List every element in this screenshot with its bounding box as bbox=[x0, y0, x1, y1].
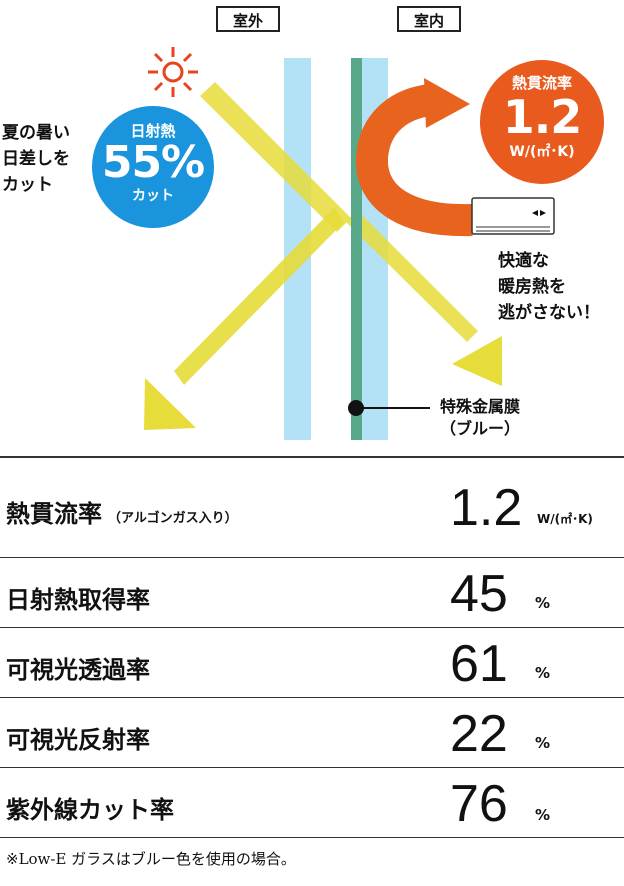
row-value-visible-reflectance: 22 bbox=[450, 705, 508, 763]
row-unit-visible-reflectance: % bbox=[535, 734, 551, 752]
row-value-solar-gain: 45 bbox=[450, 565, 508, 623]
transmitted-arrow-head bbox=[452, 336, 502, 386]
row-label-heat-transfer: 熱貫流率 （アルゴンガス入り） bbox=[6, 500, 238, 528]
table-divider bbox=[0, 767, 624, 768]
indoor-label: 室内 bbox=[397, 6, 461, 32]
row-label-visible-reflectance: 可視光反射率 bbox=[6, 726, 150, 754]
heating-note: 快適な 暖房熱を 逃がさない！ bbox=[498, 251, 600, 323]
solar-badge-line1: 日射熱 bbox=[130, 122, 176, 140]
row-value-heat-transfer: 1.2 bbox=[450, 479, 523, 537]
metal-film-layer bbox=[351, 58, 362, 440]
heat-badge-unit: W/(㎡･K) bbox=[509, 144, 575, 160]
table-divider bbox=[0, 697, 624, 698]
solar-badge-line3: カット bbox=[132, 188, 174, 204]
heat-return-arrow bbox=[356, 84, 473, 237]
table-top-divider bbox=[0, 456, 624, 458]
table-bottom-divider bbox=[0, 837, 624, 838]
row-unit-uv-cut: % bbox=[535, 806, 551, 824]
sun-icon bbox=[148, 47, 198, 97]
row-label-uv-cut: 紫外線カット率 bbox=[6, 796, 174, 824]
row-sublabel-argon: （アルゴンガス入り） bbox=[108, 511, 238, 526]
heat-badge-value: 1.2 bbox=[502, 90, 583, 144]
heat-badge-line1: 熱貫流率 bbox=[511, 74, 572, 92]
heat-transfer-badge: 熱貫流率 1.2 W/(㎡･K) bbox=[480, 60, 604, 184]
air-conditioner-icon bbox=[471, 197, 555, 235]
solar-badge-value: 55% bbox=[101, 137, 205, 188]
outdoor-label: 室外 bbox=[216, 6, 280, 32]
incoming-sun-arrow bbox=[200, 82, 351, 232]
table-divider bbox=[0, 627, 624, 628]
transmitted-sun-arrow bbox=[346, 210, 478, 342]
row-value-uv-cut: 76 bbox=[450, 775, 508, 833]
row-label-solar-gain: 日射熱取得率 bbox=[6, 586, 150, 614]
row-unit-heat-transfer: W/(㎡･K) bbox=[537, 512, 593, 526]
reflected-sun-arrow bbox=[174, 208, 344, 385]
row-value-visible-transmittance: 61 bbox=[450, 635, 508, 693]
footnote: ※Low-E ガラスはブルー色を使用の場合。 bbox=[6, 850, 296, 868]
row-unit-visible-transmittance: % bbox=[535, 664, 551, 682]
table-divider bbox=[0, 557, 624, 558]
row-label-visible-transmittance: 可視光透過率 bbox=[6, 656, 150, 684]
row-unit-solar-gain: % bbox=[535, 594, 551, 612]
solar-heat-badge: 日射熱 55% カット bbox=[92, 106, 214, 228]
summer-sun-note: 夏の暑い 日差しを カット bbox=[2, 123, 70, 195]
film-label: 特殊金属膜 （ブルー） bbox=[440, 397, 521, 438]
glass-diagram: 室外 室内 夏の暑い 日差しを カット 日射熱 55% カット 熱貫流率 1.2… bbox=[2, 6, 604, 440]
heat-arrow-head bbox=[424, 78, 470, 128]
reflected-arrow-head bbox=[144, 378, 196, 430]
diagram-graphics bbox=[144, 47, 555, 440]
